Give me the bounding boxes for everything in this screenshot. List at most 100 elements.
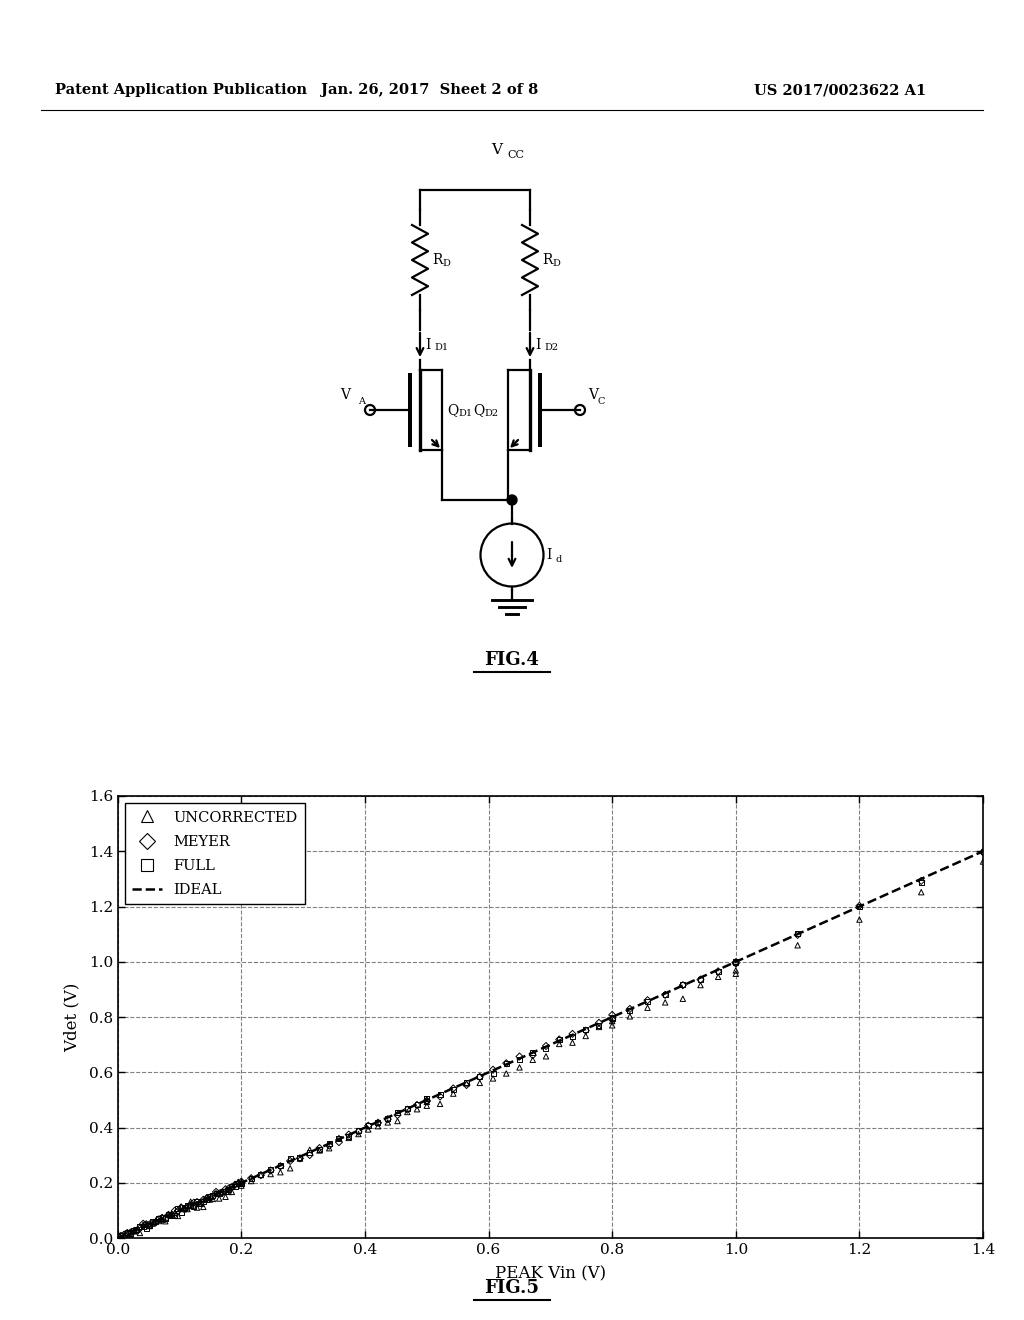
Point [282,1158,298,1179]
Point [214,1181,230,1203]
Point [144,1213,161,1234]
Point [147,1212,164,1233]
Point [173,1197,189,1218]
Text: D1: D1 [434,343,449,352]
Point [202,1185,218,1206]
Point [975,842,991,863]
Point [511,1057,527,1078]
Point [389,1105,406,1126]
Point [217,1179,233,1200]
Point [220,1177,237,1199]
Point [331,1129,347,1150]
Point [399,1101,416,1122]
Point [129,1220,145,1241]
Point [350,1123,367,1144]
Point [380,1111,396,1133]
Point [205,1187,221,1208]
Point [179,1197,196,1218]
Text: D: D [552,260,560,268]
Point [432,1086,449,1107]
Point [211,1188,227,1209]
Point [262,1160,279,1181]
Y-axis label: Vdet (V): Vdet (V) [63,982,80,1052]
Point [220,1179,237,1200]
Point [132,1218,148,1239]
Point [484,1068,501,1089]
Point [173,1196,189,1217]
Point [370,1111,386,1133]
Point [164,1205,180,1226]
Point [176,1199,193,1220]
Point [205,1185,221,1206]
Point [119,1222,135,1243]
Point [179,1199,196,1220]
Point [196,1189,212,1210]
Point [578,1019,594,1040]
Point [196,1192,212,1213]
Point [208,1181,224,1203]
Point [223,1181,240,1203]
Point [292,1147,308,1168]
Point [138,1213,155,1234]
Point [125,1221,141,1242]
Point [350,1121,367,1142]
Point [122,1224,138,1245]
Point [728,952,744,973]
Point [321,1138,337,1159]
Point [176,1199,193,1220]
Point [147,1210,164,1232]
Point [409,1094,425,1115]
Point [790,923,806,944]
Text: CC: CC [507,150,524,160]
Point [233,1175,250,1196]
Point [675,974,691,995]
Point [214,1183,230,1204]
Point [341,1126,357,1147]
Point [170,1200,186,1221]
Text: I: I [535,338,541,352]
Point [728,953,744,974]
Point [790,935,806,956]
Point [498,1052,514,1073]
Point [538,1045,554,1067]
Point [622,998,638,1019]
Point [119,1222,135,1243]
Point [445,1084,462,1105]
Point [243,1168,259,1189]
Point [185,1196,202,1217]
Point [208,1183,224,1204]
Point [141,1216,158,1237]
Legend: UNCORRECTED, MEYER, FULL, IDEAL: UNCORRECTED, MEYER, FULL, IDEAL [125,804,305,904]
Point [151,1208,167,1229]
Text: I: I [425,338,430,352]
Point [851,909,867,931]
Text: C: C [597,397,604,407]
Point [341,1127,357,1148]
Point [409,1098,425,1119]
Point [185,1192,202,1213]
Point [135,1214,152,1236]
Point [851,896,867,917]
Point [472,1067,488,1088]
Point [975,851,991,873]
Point [419,1090,435,1111]
Point [498,1053,514,1074]
Point [188,1191,205,1212]
Point [604,1011,621,1032]
Point [331,1127,347,1148]
Point [692,969,709,990]
Point [389,1110,406,1131]
Point [113,1225,129,1246]
Point [110,1224,126,1245]
Point [154,1208,170,1229]
Point [182,1191,199,1212]
Text: D2: D2 [484,409,498,418]
Point [472,1067,488,1088]
Text: V: V [588,388,598,403]
Text: Jan. 26, 2017  Sheet 2 of 8: Jan. 26, 2017 Sheet 2 of 8 [322,83,539,96]
Point [639,991,655,1012]
Point [331,1131,347,1152]
Point [472,1072,488,1093]
Point [657,985,674,1006]
Point [511,1045,527,1067]
